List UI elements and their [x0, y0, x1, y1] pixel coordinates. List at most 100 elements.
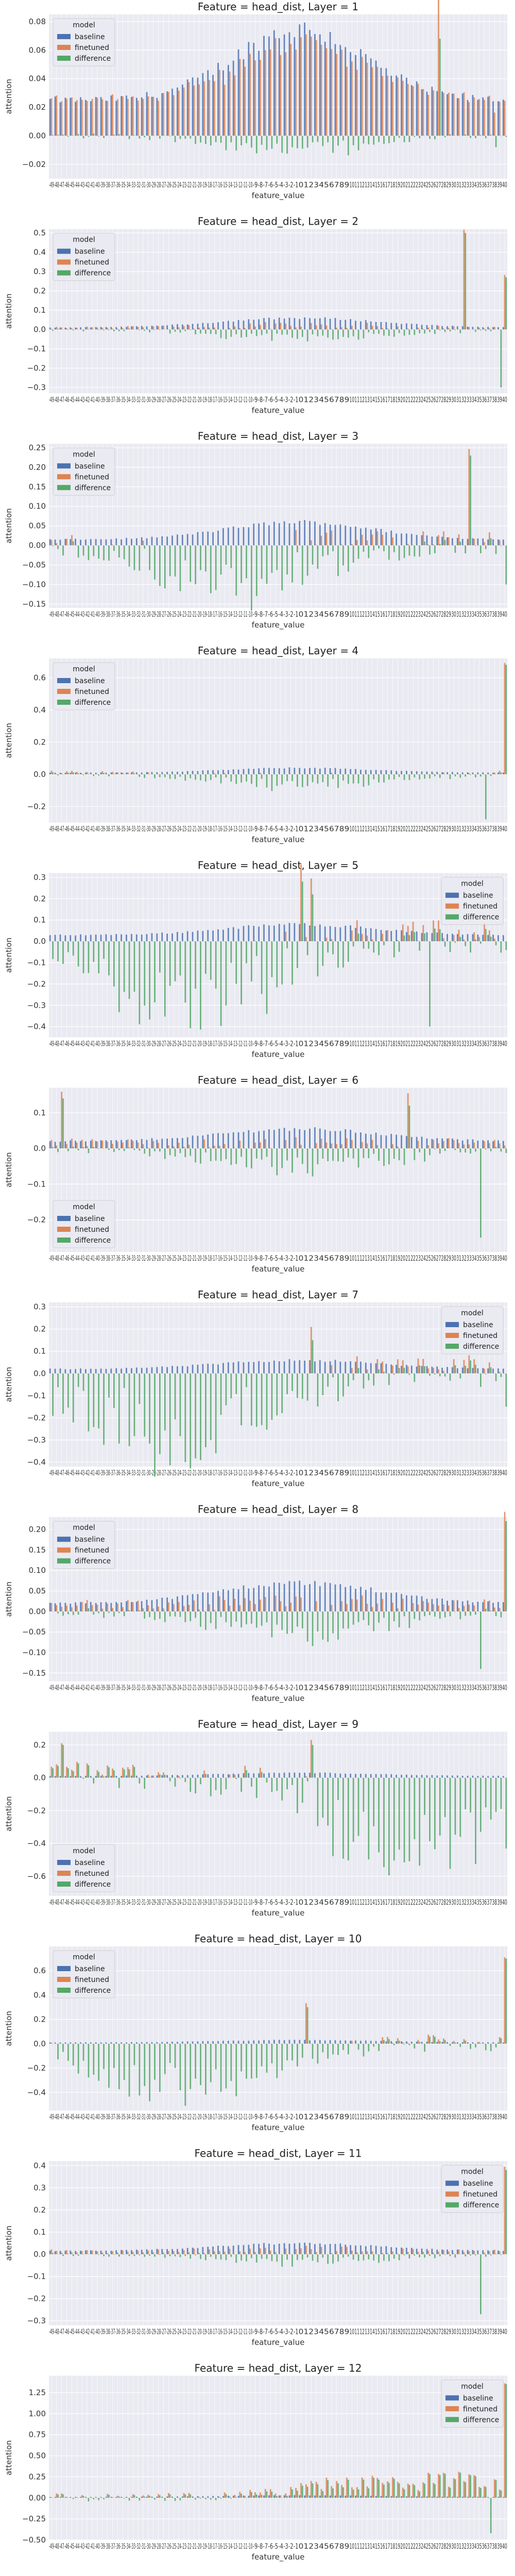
x-tick-label: 30: [451, 2113, 456, 2122]
bar: [458, 774, 460, 775]
bar: [276, 774, 278, 786]
bar: [207, 1363, 209, 1374]
x-tick-label: -16: [217, 2113, 222, 2122]
bar: [315, 545, 317, 546]
bar: [246, 545, 247, 579]
bar: [146, 92, 148, 136]
bar: [497, 539, 499, 546]
x-tick-label: -42: [84, 611, 90, 619]
legend-title: model: [73, 236, 95, 244]
bar: [401, 1366, 402, 1374]
bar: [82, 329, 84, 332]
bar: [139, 941, 141, 1025]
bar: [266, 1373, 268, 1430]
bar: [169, 329, 171, 334]
x-tick-label: -21: [192, 1469, 197, 1478]
y-tick-label: −0.1: [27, 1179, 46, 1189]
x-tick-label: 31: [456, 2113, 461, 2122]
bar: [276, 2043, 278, 2078]
bar: [218, 941, 220, 942]
bar: [439, 1611, 441, 1619]
bar: [490, 2043, 492, 2052]
bar: [132, 326, 134, 330]
bar: [363, 2043, 365, 2057]
bar: [246, 1611, 247, 1624]
bar: [113, 329, 115, 331]
x-tick-label: -31: [141, 181, 146, 190]
bar: [500, 2038, 502, 2044]
bar: [347, 1777, 349, 1861]
bar: [98, 1611, 100, 1614]
x-tick-label: 27: [436, 1469, 441, 1478]
x-tick-label: -26: [166, 1684, 171, 1692]
bar: [305, 329, 307, 330]
x-tick-label: -47: [59, 1040, 64, 1048]
bar: [408, 774, 410, 781]
bar: [146, 2042, 148, 2044]
x-axis-label: feature_value: [252, 1479, 305, 1489]
x-tick-label: 26: [431, 181, 436, 190]
bar: [339, 1131, 341, 1149]
bar: [341, 1144, 342, 1149]
bar: [453, 1600, 455, 1612]
bar: [375, 1592, 377, 1612]
bar: [62, 1373, 64, 1414]
bar: [406, 932, 407, 942]
bar: [72, 1771, 74, 1778]
x-tick-label: -27: [161, 825, 166, 834]
bar: [306, 1777, 308, 1782]
bar: [443, 1141, 444, 1149]
bar: [95, 97, 97, 136]
bar: [345, 1773, 347, 1778]
bar: [90, 1140, 92, 1149]
bar: [50, 1767, 53, 1778]
bar: [222, 70, 224, 136]
bar: [383, 2040, 385, 2044]
bar: [505, 1148, 507, 1153]
x-tick-label: -13: [232, 611, 237, 619]
bar: [427, 545, 430, 546]
x-tick-label: -34: [125, 396, 130, 404]
bar: [422, 1359, 424, 1374]
bar: [171, 324, 173, 330]
x-tick-label: -35: [121, 1684, 126, 1692]
bar: [403, 545, 405, 558]
bar: [468, 102, 470, 136]
bar: [90, 2042, 92, 2044]
x-tick-label: 2: [308, 1684, 314, 1692]
legend-item-finetuned: finetuned: [75, 259, 109, 267]
x-tick-label: 9: [345, 181, 350, 190]
x-tick-label: 28: [441, 1684, 447, 1692]
bar: [141, 935, 143, 942]
x-tick-label: 24: [421, 1469, 426, 1478]
chart-panel-2: Feature = head_dist, Layer = 2−0.3−0.2−0…: [4, 215, 507, 415]
bar: [154, 1611, 156, 1620]
bar: [329, 2040, 331, 2044]
bar: [306, 1148, 308, 1174]
bar: [294, 2040, 296, 2044]
bar: [135, 326, 138, 330]
bar: [454, 1365, 456, 1374]
bar: [342, 2043, 344, 2050]
bar: [431, 1139, 433, 1149]
x-tick-label: -25: [171, 181, 176, 190]
bar: [248, 319, 250, 330]
bar: [382, 1361, 384, 1374]
bar: [472, 934, 474, 942]
bar: [334, 1584, 336, 1612]
bar: [281, 545, 283, 591]
x-tick-label: 39: [497, 1684, 502, 1692]
bar: [463, 2039, 465, 2044]
x-tick-label: -41: [90, 1040, 95, 1048]
bar: [268, 925, 270, 942]
bar: [243, 1362, 245, 1374]
bar: [159, 774, 161, 777]
bar: [444, 1148, 446, 1151]
x-tick-label: -19: [202, 396, 207, 404]
x-tick-label: 31: [456, 611, 461, 619]
x-tick-label: 5: [324, 2328, 329, 2336]
bar: [218, 1145, 220, 1149]
bar: [363, 1148, 365, 1158]
bar: [365, 1774, 367, 1778]
